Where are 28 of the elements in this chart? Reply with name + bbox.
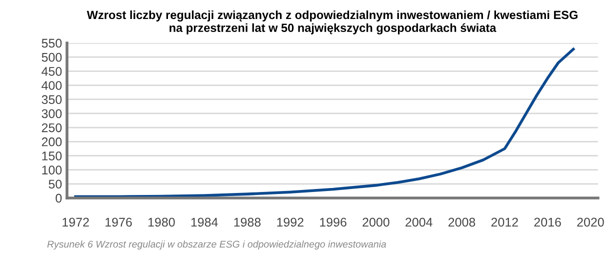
x-tick-label: 1980: [148, 218, 175, 227]
y-tick-label: 100: [42, 166, 62, 174]
y-tick-label: 0: [56, 194, 62, 203]
x-tick-label: 1992: [277, 218, 304, 227]
x-tick-label: 1976: [106, 218, 132, 227]
x-tick-label: 2008: [448, 218, 476, 227]
y-tick-label: 250: [42, 123, 62, 132]
text: Rysunek 6 Wzrost regulacji w obszarze ESG i odpowiedzialnego inwestowania: [47, 240, 386, 250]
x-tick-label: 2012: [491, 218, 518, 227]
y-tick-label: 550: [42, 38, 62, 48]
y-tick-label: 200: [42, 137, 62, 146]
x-tick-label: 1984: [191, 218, 218, 227]
line-series: [74, 48, 575, 198]
chart-title: Wzrost liczby regulacji związanych z odpowiedzialnym inwestowaniem / kwestiami ESG na przestrzeni lat w 50 największych gospodarkach świata: [86, 10, 578, 34]
x-tick-label: 2020: [577, 218, 604, 227]
x-tick-label: 1972: [62, 218, 89, 227]
x-tick-label: 1988: [234, 218, 261, 227]
x-tick-label: 1996: [320, 218, 346, 227]
y-tick-label: 350: [42, 95, 62, 104]
y-tick-label: 300: [42, 109, 62, 118]
y-tick-label: 400: [42, 81, 62, 90]
y-tick-label: 50: [48, 180, 62, 189]
y-tick-label: 450: [42, 66, 62, 76]
y-tick-label: 500: [42, 52, 62, 62]
y-tick-label: 150: [42, 152, 62, 160]
x-tick-label: 2016: [534, 218, 561, 227]
x-tick-label: 2000: [362, 218, 390, 227]
x-tick-label: 2004: [406, 218, 432, 227]
